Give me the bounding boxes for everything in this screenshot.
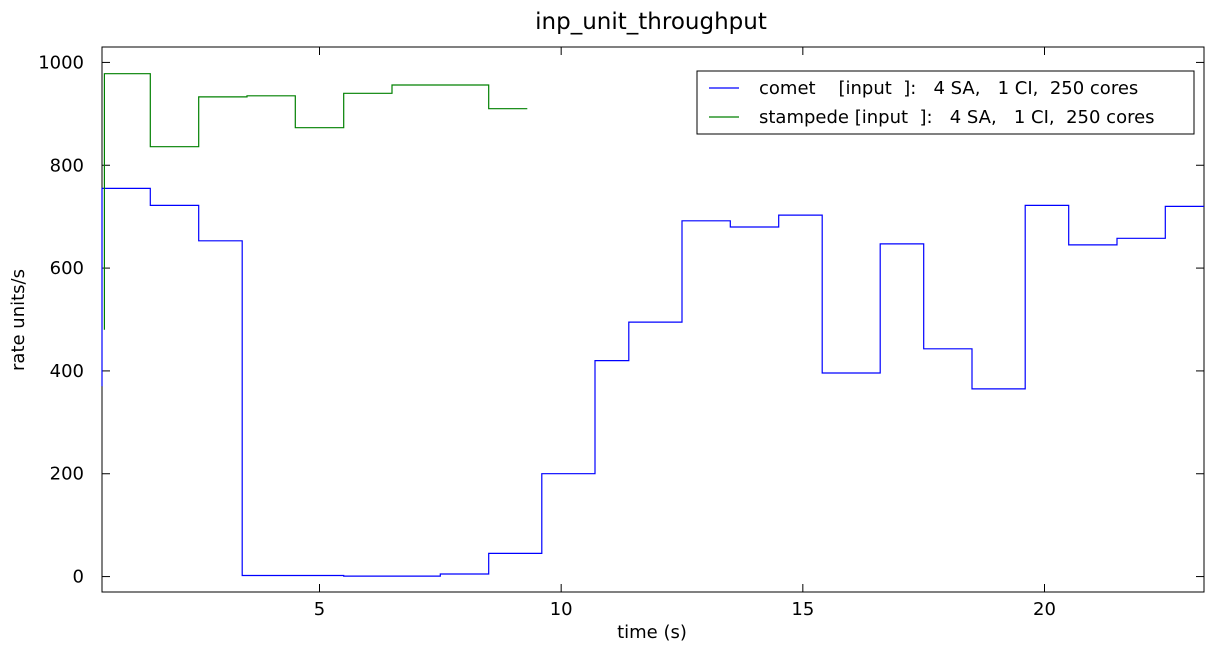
x-tick-label: 5 — [314, 599, 325, 620]
series-lines — [101, 73, 1204, 577]
y-axis-label: rate units/s — [8, 269, 29, 371]
y-tick-label: 800 — [50, 155, 84, 176]
chart-title: inp_unit_throughput — [535, 9, 767, 35]
y-tick-label: 400 — [50, 361, 84, 382]
legend: comet [input ]: 4 SA, 1 CI, 250 cores sta… — [696, 70, 1195, 135]
series-line-comet — [101, 187, 1204, 577]
y-tick-label: 0 — [73, 567, 84, 588]
x-tick-label: 20 — [1033, 599, 1056, 620]
y-tick-label: 200 — [50, 464, 84, 485]
x-tick-label: 10 — [550, 599, 573, 620]
x-tick-label: 15 — [791, 599, 814, 620]
legend-label: comet [input ]: 4 SA, 1 CI, 250 cores — [759, 78, 1138, 99]
series-line-stampede — [103, 73, 528, 330]
legend-label: stampede [input ]: 4 SA, 1 CI, 250 cores — [759, 107, 1155, 128]
legend-box — [696, 70, 1195, 135]
y-tick-label: 600 — [50, 258, 84, 279]
y-tick-label: 1000 — [38, 52, 84, 73]
x-axis-label: time (s) — [617, 622, 687, 643]
